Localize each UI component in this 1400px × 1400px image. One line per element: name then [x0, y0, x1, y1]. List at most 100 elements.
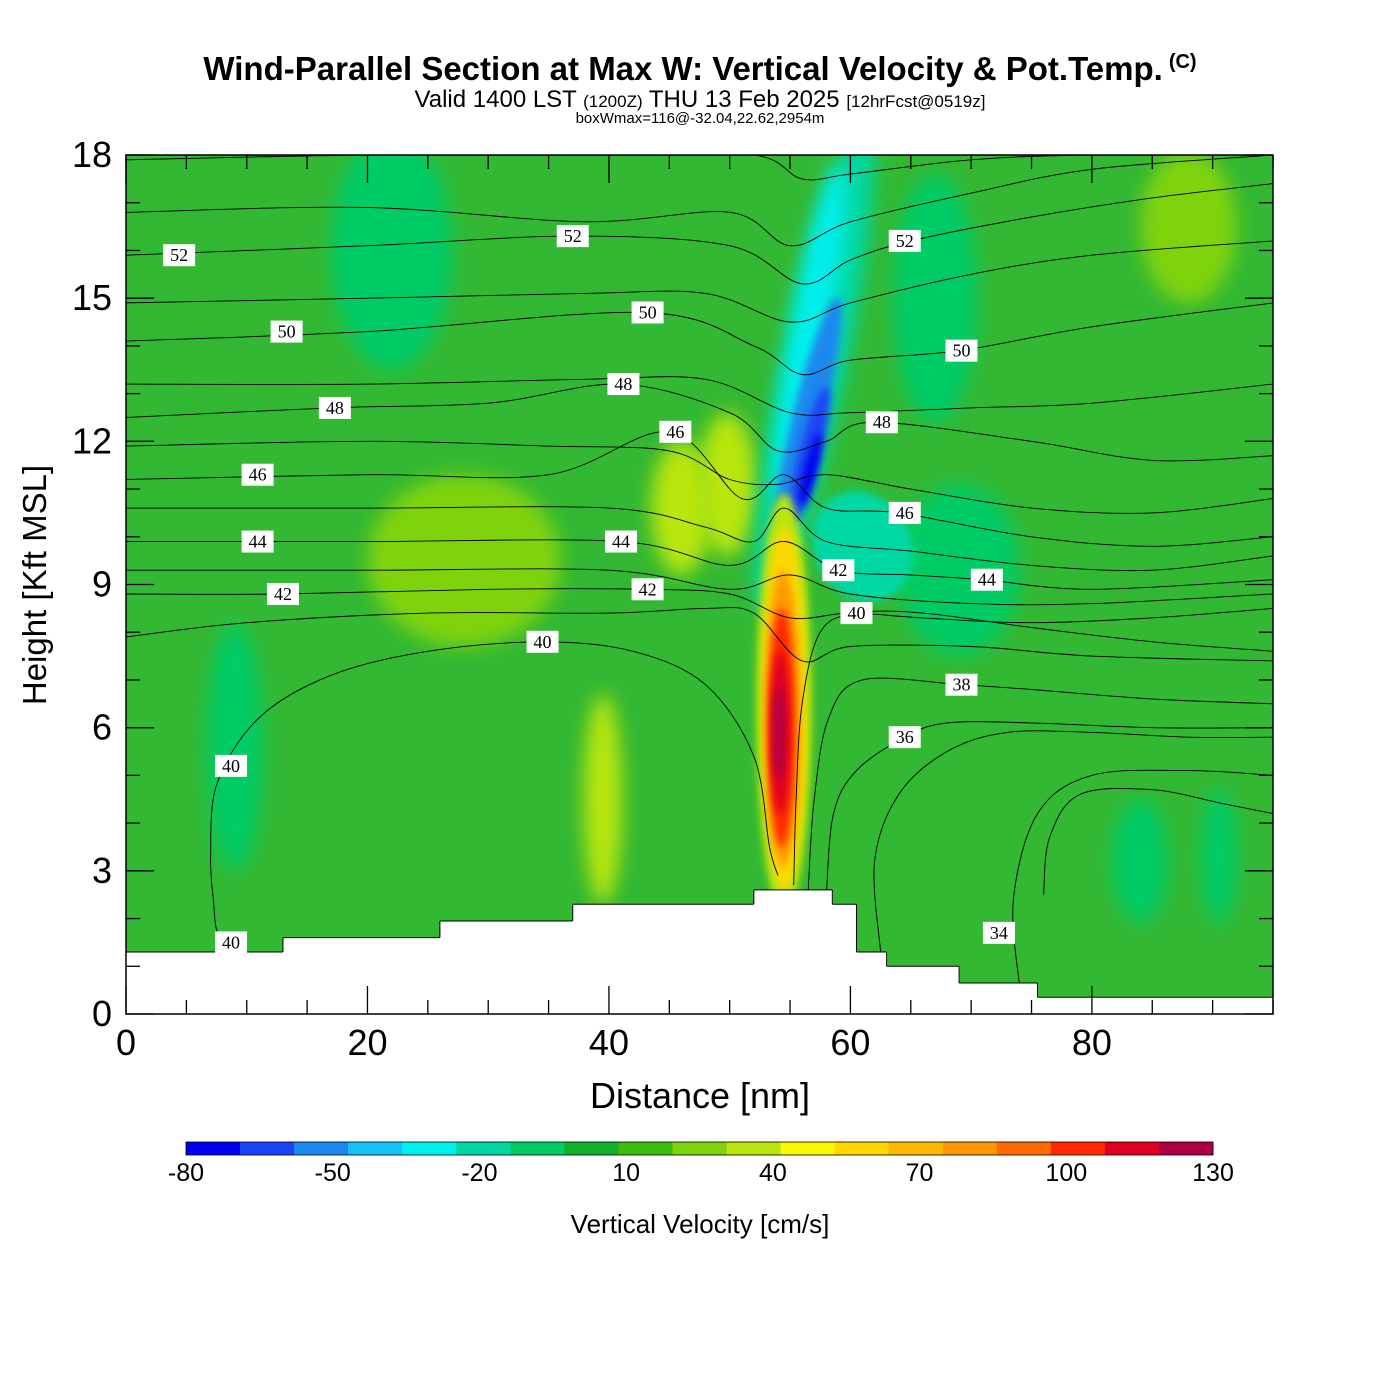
isentrope-line: [126, 240, 1273, 323]
colorbar-frame: [185, 1141, 1214, 1156]
terrain-block: [282, 937, 441, 1014]
velocity-cell: [799, 432, 822, 508]
colorbar-tick-label: 100: [1045, 1159, 1087, 1187]
contour-label: 38: [945, 673, 978, 696]
contour-label-bg: [215, 931, 248, 954]
contour-label-text: 40: [222, 932, 240, 952]
isentrope-line: [126, 183, 1273, 285]
isentrope-line: [1043, 787, 1273, 895]
isentrope-line: [873, 730, 1273, 953]
terrain-block: [856, 951, 888, 1014]
contour-label: 40: [526, 630, 559, 653]
colorbar-segment: [618, 1142, 673, 1155]
valid-date: THU 13 Feb 2025: [648, 86, 840, 113]
contour-label: 52: [163, 244, 196, 267]
contour-label-text: 40: [222, 756, 240, 776]
x-axis-label: Distance [nm]: [590, 1075, 810, 1116]
terrain: [126, 889, 1273, 1014]
contour-label-text: 42: [639, 579, 657, 599]
box-wmax-info: boxWmax=116@-32.04,22.62,2954m: [575, 110, 825, 127]
isentrope-line: [126, 302, 1273, 376]
contour-label-text: 40: [847, 603, 865, 623]
contour-label-text: 46: [249, 465, 267, 485]
contour-label: 42: [631, 578, 664, 601]
colorbar-segment: [726, 1142, 781, 1155]
y-tick-label: 6: [92, 707, 112, 748]
contour-label: 42: [822, 559, 855, 582]
isentrope-line: [126, 506, 1273, 572]
colorbar-tick-label: -20: [461, 1159, 497, 1187]
colorbar-tick-label: -50: [315, 1159, 351, 1187]
contour-label-bg: [163, 244, 196, 267]
colorbar-segment: [672, 1142, 727, 1155]
copyright-mark: (C): [1168, 51, 1197, 73]
isentrope-line: [126, 607, 1273, 663]
colorbar-segment: [996, 1142, 1052, 1155]
isentrope-line: [126, 376, 1273, 416]
isentrope-line: [1012, 769, 1273, 986]
isentrope-line: [126, 431, 1273, 547]
terrain-block: [832, 904, 857, 1014]
x-tick-label: 40: [589, 1022, 629, 1063]
contour-label-bg: [556, 225, 589, 248]
isentrope-line: [126, 440, 1273, 514]
contour-label-text: 38: [952, 675, 970, 695]
contour-label-bg: [318, 396, 351, 419]
contour-label-bg: [840, 602, 873, 625]
colorbar-segment: [402, 1142, 457, 1155]
contour-label-bg: [266, 583, 299, 606]
contour-label: 46: [241, 463, 274, 486]
contour-label-bg: [631, 578, 664, 601]
terrain-block: [959, 982, 1039, 1014]
velocity-cell: [1200, 789, 1237, 924]
y-tick-label: 18: [72, 134, 112, 175]
contour-label-bg: [822, 559, 855, 582]
contour-label: 40: [215, 754, 248, 777]
chart-title: Wind-Parallel Section at Max W: Vertical…: [0, 50, 1400, 88]
contour-label-bg: [631, 301, 664, 324]
colorbar-segment: [186, 1142, 241, 1155]
x-tick-label: 60: [830, 1022, 870, 1063]
colorbar-label: Vertical Velocity [cm/s]: [571, 1209, 830, 1239]
contour-label: 46: [659, 420, 692, 443]
contour-label-bg: [270, 320, 303, 343]
contour-label: 52: [556, 225, 589, 248]
contour-label-bg: [241, 463, 274, 486]
isentrope-line: [807, 677, 1273, 890]
valid-time: Valid 1400 LST: [414, 86, 577, 113]
y-tick-label: 15: [72, 277, 112, 318]
velocity-cell: [1140, 155, 1237, 303]
contour-label: 48: [318, 396, 351, 419]
terrain-block: [886, 966, 960, 1014]
contour-label-bg: [970, 568, 1003, 591]
terrain-block: [126, 951, 284, 1014]
contour-label-bg: [526, 630, 559, 653]
contour-label-text: 52: [564, 226, 582, 246]
contour-label: 48: [607, 373, 640, 396]
velocity-cell: [1112, 799, 1168, 924]
x-tick-label: 20: [347, 1022, 387, 1063]
velocity-cell: [773, 684, 785, 781]
colorbar-tick-label: 40: [759, 1159, 787, 1187]
terrain-block: [572, 904, 755, 1014]
chart-subtitle: Valid 1400 LST (1200Z) THU 13 Feb 2025 […: [0, 86, 1400, 114]
contour-label: 48: [865, 411, 898, 434]
x-tick-label: 0: [116, 1022, 136, 1063]
contour-label: 50: [631, 301, 664, 324]
potential-temperature-contours: [126, 155, 1273, 986]
velocity-cell: [773, 162, 845, 501]
contour-label-bg: [888, 501, 921, 524]
contour-label-bg: [945, 673, 978, 696]
velocity-cell: [331, 155, 452, 370]
contour-label-text: 44: [612, 532, 630, 552]
velocity-cell: [892, 174, 978, 423]
contour-label-text: 46: [666, 422, 684, 442]
contour-label-text: 40: [534, 632, 552, 652]
contour-label-text: 46: [896, 503, 914, 523]
colorbar: -80 -50 -20 10 40 70 100 130: [168, 1141, 1234, 1187]
contour-label-text: 50: [952, 341, 970, 361]
contour-label-bg: [945, 339, 978, 362]
colorbar-segment: [294, 1142, 349, 1155]
contour-label: 34: [982, 921, 1015, 944]
